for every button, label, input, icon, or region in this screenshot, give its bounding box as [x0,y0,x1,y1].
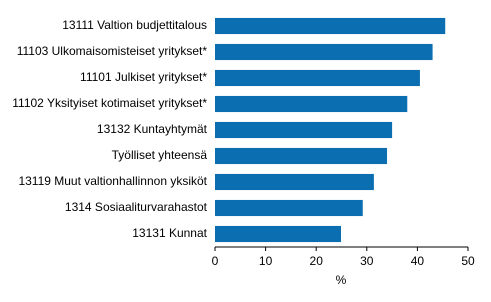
y-tick-label: 11103 Ulkomaisomisteiset yritykset* [17,44,208,58]
x-axis-label: % [336,273,347,287]
x-tick-label: 20 [310,254,324,268]
y-tick-label: 13119 Muut valtionhallinnon yksiköt [18,174,207,188]
bar [215,121,393,139]
y-tick-label: 13111 Valtion budjettitalous [62,18,207,32]
y-tick-label: 13131 Kunnat [132,226,207,240]
bar [215,173,374,191]
bar [215,43,433,61]
bar [215,147,388,165]
y-tick-label: 1314 Sosiaaliturvarahastot [65,200,208,214]
x-tick-label: 40 [411,254,425,268]
y-tick-label: 11101 Julkiset yritykset* [80,70,207,84]
x-tick-label: 30 [360,254,374,268]
bar [215,199,363,217]
y-tick-label: Työlliset yhteensä [112,148,208,162]
y-tick-label: 11102 Yksityiset kotimaiset yritykset* [12,96,207,110]
x-tick-label: 10 [259,254,273,268]
y-tick-label: 13132 Kuntayhtymät [97,122,208,136]
x-tick-label: 50 [461,254,475,268]
x-tick-label: 0 [212,254,219,268]
bar [215,17,446,35]
bar [215,225,341,243]
bar [215,69,420,87]
bar [215,95,408,113]
